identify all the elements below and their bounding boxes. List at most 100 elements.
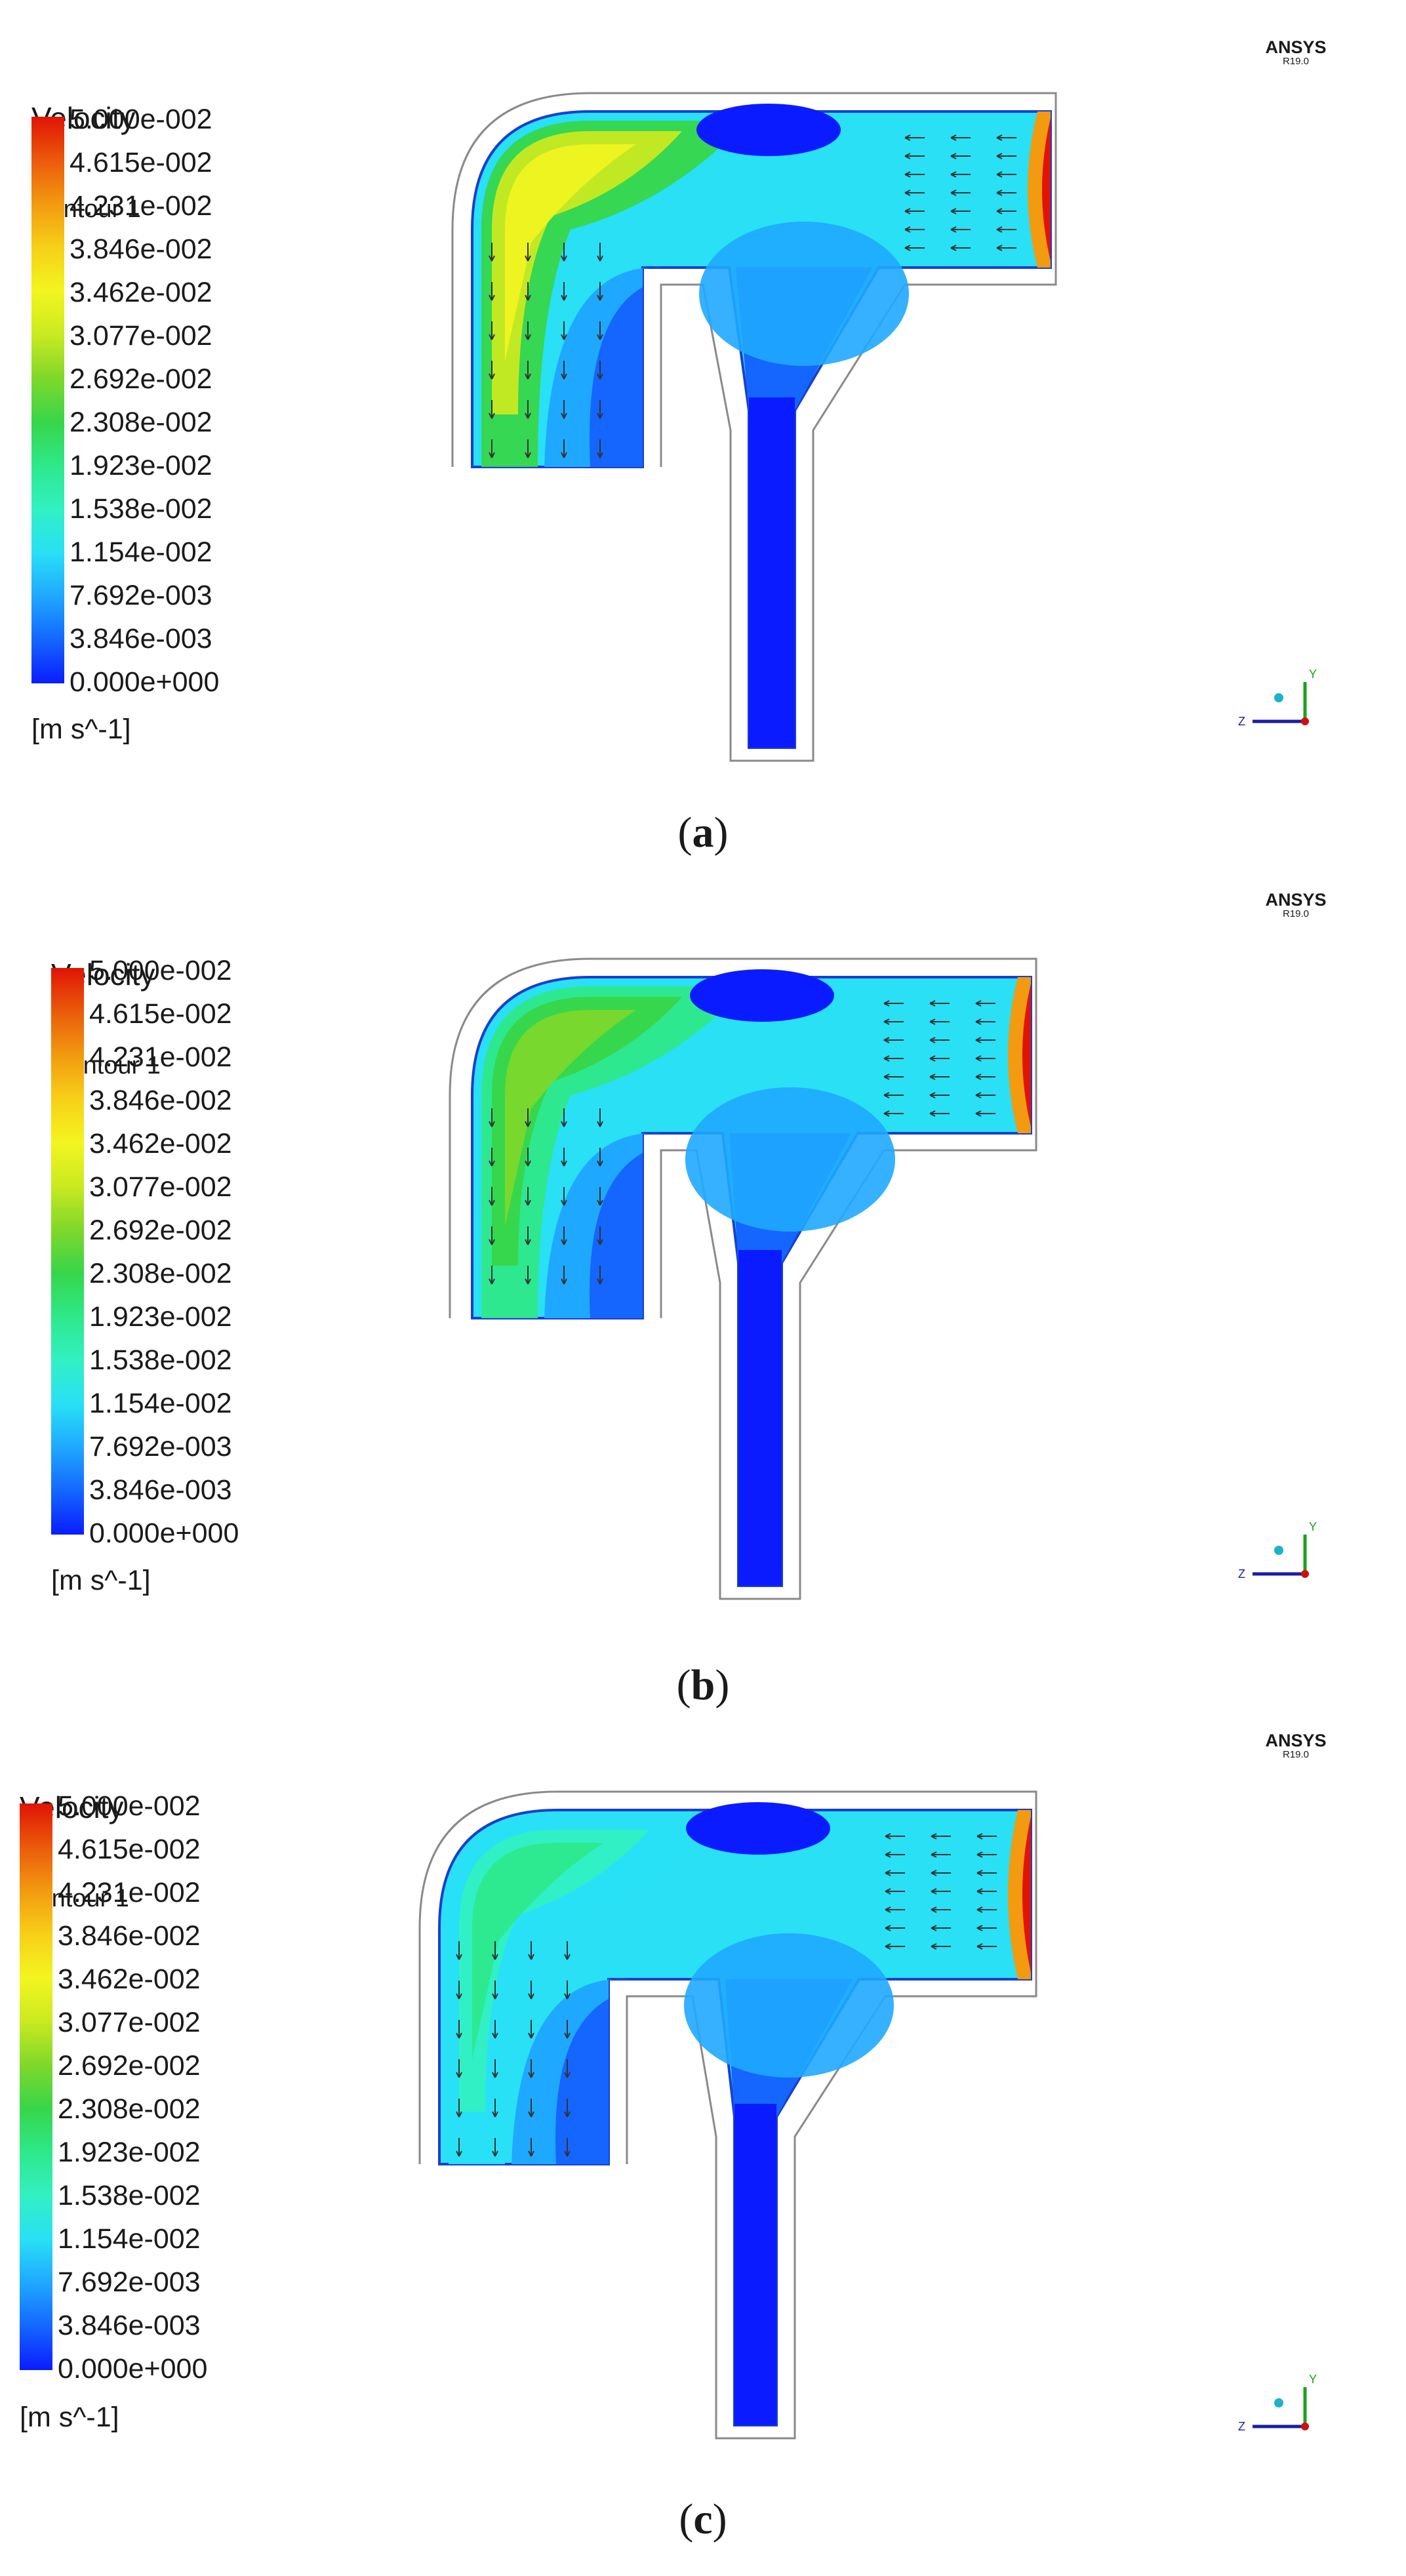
vector-arrow xyxy=(996,245,1016,251)
vector-arrow xyxy=(528,2138,534,2157)
y-axis-label: Y xyxy=(1309,2373,1317,2386)
vector-arrow xyxy=(950,190,971,196)
tick-label: 3.462e-002 xyxy=(70,277,212,308)
junction-low-zone xyxy=(690,969,834,1022)
vector-arrow xyxy=(489,400,495,419)
vector-arrow xyxy=(528,1941,534,1960)
ansys-logo: ANSYS R19.0 xyxy=(1256,38,1335,67)
vector-arrow xyxy=(883,1000,904,1007)
z-axis-label: Z xyxy=(1238,1567,1245,1580)
vector-arrow xyxy=(597,282,603,301)
tick-label: 1.154e-002 xyxy=(89,1388,232,1419)
duct-wall xyxy=(418,1790,1037,2440)
vector-arrow xyxy=(597,400,603,419)
caption-open: ( xyxy=(677,809,693,856)
vector-arrow xyxy=(929,1000,950,1007)
vector-arrow xyxy=(561,361,567,380)
junction-low-zone xyxy=(696,104,841,156)
vector-arrow xyxy=(561,282,567,301)
vector-arrow xyxy=(525,1266,531,1285)
vector-arrow xyxy=(525,1187,531,1206)
tick-label: 4.231e-002 xyxy=(58,1877,201,1908)
tick-label: 3.846e-003 xyxy=(89,1474,232,1506)
panel-c: Velocity Contour 1 5.000e-002 4.615e-002… xyxy=(0,1705,1406,2543)
brand-version: R19.0 xyxy=(1282,908,1310,919)
vector-arrow xyxy=(931,1870,951,1876)
tick-label: 4.615e-002 xyxy=(58,1834,201,1865)
tick-label: 1.538e-002 xyxy=(89,1344,232,1376)
ansys-logo: ANSYS R19.0 xyxy=(1256,1731,1335,1760)
colorbar xyxy=(31,117,64,683)
inlet-peak xyxy=(1022,984,1031,1127)
vector-arrow xyxy=(456,2020,462,2039)
vector-arrow xyxy=(885,1833,905,1840)
tick-label: 0.000e+000 xyxy=(70,666,220,698)
vector-arrow xyxy=(597,1226,603,1245)
tick-label: 1.538e-002 xyxy=(58,2180,201,2211)
vector-arrow xyxy=(489,1148,495,1167)
vector-arrow xyxy=(597,1187,603,1206)
tick-label: 4.231e-002 xyxy=(70,190,212,222)
vector-arrow xyxy=(885,1870,905,1876)
vector-arrow xyxy=(492,1981,498,2000)
units-label: [m s^-1] xyxy=(51,1565,151,1596)
stem-low-velocity xyxy=(738,1250,782,1586)
vector-arrow xyxy=(597,1148,603,1167)
duct-wall xyxy=(449,957,1037,1600)
tick-label: 1.923e-002 xyxy=(70,450,212,481)
velocity-contour-plot: YZ xyxy=(418,1790,1317,2440)
vector-arrow xyxy=(561,1187,567,1206)
vector-arrow xyxy=(950,208,971,214)
vector-arrow xyxy=(996,208,1016,214)
tick-label: 3.462e-002 xyxy=(89,1128,232,1159)
vector-arrow xyxy=(564,2099,571,2118)
vector-arrow xyxy=(597,243,603,262)
vector-arrow xyxy=(525,243,531,262)
tick-label: 3.462e-002 xyxy=(58,1963,201,1995)
vector-arrow xyxy=(561,1108,567,1127)
vector-arrow xyxy=(904,134,925,141)
vector-arrow xyxy=(456,1941,462,1960)
vector-arrow xyxy=(975,1092,995,1098)
vector-arrow xyxy=(883,1037,904,1043)
vector-arrow xyxy=(564,2138,571,2157)
vector-arrow xyxy=(561,321,567,340)
units-label: [m s^-1] xyxy=(31,714,131,745)
vector-arrow xyxy=(975,1055,995,1062)
vector-arrow xyxy=(976,1906,997,1913)
panel-b: Velocity Contour 1 5.000e-002 4.615e-002… xyxy=(0,853,1406,1709)
vector-arrow xyxy=(996,134,1016,141)
z-axis-label: Z xyxy=(1238,715,1245,728)
tick-label: 3.846e-003 xyxy=(70,623,212,654)
vector-arrow xyxy=(489,243,495,262)
tick-label: 3.077e-002 xyxy=(70,320,212,352)
vector-arrow xyxy=(561,1148,567,1167)
vector-arrow xyxy=(931,1925,951,1931)
vector-arrow xyxy=(561,243,567,262)
velocity-vectors xyxy=(489,134,1016,458)
vector-arrow xyxy=(456,2138,462,2157)
vector-arrow xyxy=(883,1110,904,1117)
ansys-logo: ANSYS R19.0 xyxy=(1256,891,1335,919)
vector-arrow xyxy=(489,1108,495,1127)
tick-label: 7.692e-003 xyxy=(70,580,212,611)
vector-arrow xyxy=(976,1943,997,1950)
vector-arrow xyxy=(975,1037,995,1043)
tick-label: 2.308e-002 xyxy=(70,407,212,438)
brand-name: ANSYS xyxy=(1265,37,1327,57)
tick-label: 2.308e-002 xyxy=(58,2093,201,2125)
y-axis-label: Y xyxy=(1309,1520,1317,1533)
vector-arrow xyxy=(561,1266,567,1285)
x-axis-dot xyxy=(1301,2423,1309,2430)
velocity-contour-plot: YZ xyxy=(449,957,1317,1600)
caption-letter: c xyxy=(693,2495,713,2543)
vector-arrow xyxy=(564,1981,571,2000)
velocity-vectors xyxy=(489,1000,995,1285)
x-axis-dot xyxy=(1301,717,1309,725)
vector-arrow xyxy=(564,2059,571,2078)
vector-arrow xyxy=(904,171,925,178)
tick-label: 1.923e-002 xyxy=(58,2137,201,2168)
tick-label: 2.692e-002 xyxy=(89,1215,232,1246)
panel-caption: (a) xyxy=(0,808,1406,858)
vector-arrow xyxy=(950,153,971,159)
